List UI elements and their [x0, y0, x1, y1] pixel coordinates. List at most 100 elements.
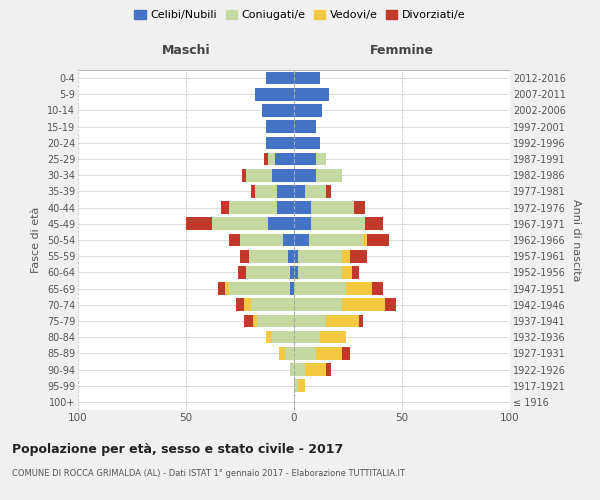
Text: Popolazione per età, sesso e stato civile - 2017: Popolazione per età, sesso e stato civil…	[12, 442, 343, 456]
Bar	[294, 250, 298, 262]
Bar	[294, 363, 305, 376]
Bar	[266, 331, 272, 344]
Bar	[218, 282, 225, 295]
Bar	[355, 202, 365, 214]
Bar	[186, 218, 212, 230]
Bar	[365, 218, 383, 230]
Bar	[255, 88, 294, 101]
Bar	[367, 234, 389, 246]
Bar	[341, 266, 352, 278]
Bar	[298, 250, 341, 262]
Bar	[294, 72, 320, 85]
Bar	[272, 331, 294, 344]
Bar	[341, 250, 350, 262]
Bar	[264, 152, 268, 166]
Bar	[359, 314, 363, 328]
Bar	[294, 169, 316, 181]
Bar	[268, 218, 294, 230]
Bar	[279, 347, 286, 360]
Bar	[266, 136, 294, 149]
Bar	[305, 185, 326, 198]
Bar	[287, 250, 294, 262]
Text: Femmine: Femmine	[370, 44, 434, 57]
Bar	[266, 72, 294, 85]
Bar	[294, 152, 316, 166]
Bar	[255, 185, 277, 198]
Bar	[385, 298, 395, 311]
Bar	[238, 266, 247, 278]
Bar	[266, 120, 294, 133]
Bar	[294, 88, 329, 101]
Bar	[352, 266, 359, 278]
Bar	[294, 218, 311, 230]
Bar	[294, 331, 320, 344]
Text: COMUNE DI ROCCA GRIMALDA (AL) - Dati ISTAT 1° gennaio 2017 - Elaborazione TUTTIT: COMUNE DI ROCCA GRIMALDA (AL) - Dati IST…	[12, 469, 405, 478]
Bar	[326, 314, 359, 328]
Bar	[277, 202, 294, 214]
Bar	[316, 152, 326, 166]
Bar	[294, 282, 346, 295]
Bar	[341, 298, 385, 311]
Bar	[247, 266, 290, 278]
Y-axis label: Fasce di età: Fasce di età	[31, 207, 41, 273]
Bar	[248, 250, 287, 262]
Bar	[229, 202, 277, 214]
Bar	[251, 298, 294, 311]
Bar	[309, 234, 363, 246]
Legend: Celibi/Nubili, Coniugati/e, Vedovi/e, Divorziati/e: Celibi/Nubili, Coniugati/e, Vedovi/e, Di…	[130, 6, 470, 25]
Bar	[341, 347, 350, 360]
Bar	[275, 152, 294, 166]
Bar	[311, 202, 355, 214]
Bar	[294, 104, 322, 117]
Bar	[290, 282, 294, 295]
Bar	[277, 185, 294, 198]
Bar	[294, 202, 311, 214]
Bar	[298, 380, 305, 392]
Bar	[350, 250, 367, 262]
Bar	[236, 298, 244, 311]
Bar	[294, 347, 316, 360]
Bar	[290, 363, 294, 376]
Bar	[290, 266, 294, 278]
Bar	[294, 266, 298, 278]
Bar	[240, 234, 283, 246]
Bar	[244, 314, 253, 328]
Bar	[268, 152, 275, 166]
Bar	[294, 136, 320, 149]
Bar	[294, 380, 298, 392]
Text: Maschi: Maschi	[161, 44, 211, 57]
Bar	[320, 331, 346, 344]
Bar	[294, 298, 341, 311]
Bar	[372, 282, 383, 295]
Bar	[346, 282, 372, 295]
Bar	[311, 218, 365, 230]
Bar	[298, 266, 341, 278]
Bar	[363, 234, 367, 246]
Bar	[294, 185, 305, 198]
Bar	[212, 218, 268, 230]
Bar	[286, 347, 294, 360]
Bar	[326, 185, 331, 198]
Bar	[294, 234, 309, 246]
Bar	[251, 185, 255, 198]
Bar	[257, 314, 294, 328]
Bar	[262, 104, 294, 117]
Bar	[229, 234, 240, 246]
Bar	[244, 298, 251, 311]
Bar	[272, 169, 294, 181]
Bar	[305, 363, 326, 376]
Bar	[240, 250, 248, 262]
Y-axis label: Anni di nascita: Anni di nascita	[571, 198, 581, 281]
Bar	[225, 282, 229, 295]
Bar	[316, 169, 341, 181]
Bar	[294, 120, 316, 133]
Bar	[326, 363, 331, 376]
Bar	[247, 169, 272, 181]
Bar	[283, 234, 294, 246]
Bar	[242, 169, 247, 181]
Bar	[253, 314, 257, 328]
Bar	[221, 202, 229, 214]
Bar	[229, 282, 290, 295]
Bar	[316, 347, 341, 360]
Bar	[294, 314, 326, 328]
